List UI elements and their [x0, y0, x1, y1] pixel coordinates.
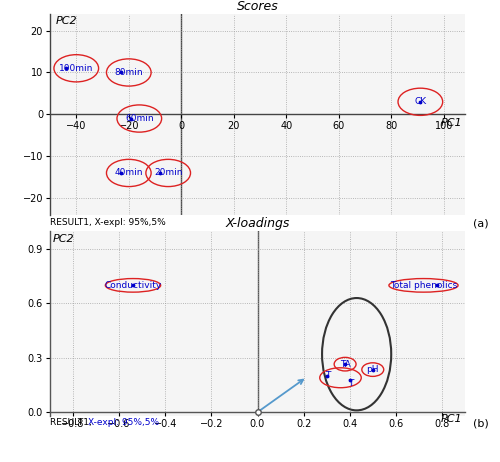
- Text: 60min: 60min: [125, 114, 154, 123]
- Text: (a): (a): [472, 218, 488, 228]
- Text: (b): (b): [472, 418, 488, 428]
- Text: T: T: [348, 379, 354, 388]
- Text: RESULT1,: RESULT1,: [50, 418, 94, 427]
- Text: 20min: 20min: [154, 169, 182, 177]
- Text: X-expl: 95%,5%: X-expl: 95%,5%: [88, 418, 158, 427]
- Title: Scores: Scores: [236, 0, 279, 12]
- Text: pH: pH: [366, 365, 379, 374]
- Text: PC2: PC2: [56, 16, 77, 26]
- Text: CK: CK: [414, 97, 426, 106]
- Text: PC1: PC1: [440, 118, 462, 128]
- Text: 100min: 100min: [59, 64, 94, 73]
- Text: Conductivity: Conductivity: [104, 281, 162, 290]
- Text: 80min: 80min: [114, 68, 143, 77]
- Title: X-loadings: X-loadings: [226, 217, 290, 230]
- Text: 40min: 40min: [114, 169, 143, 177]
- Text: PC2: PC2: [52, 234, 74, 244]
- Text: TA: TA: [340, 359, 350, 369]
- Text: PC1: PC1: [441, 413, 462, 424]
- Text: RESULT1, X-expl: 95%,5%: RESULT1, X-expl: 95%,5%: [50, 218, 166, 227]
- Text: T: T: [325, 371, 330, 380]
- Text: Total phenolics: Total phenolics: [390, 281, 457, 290]
